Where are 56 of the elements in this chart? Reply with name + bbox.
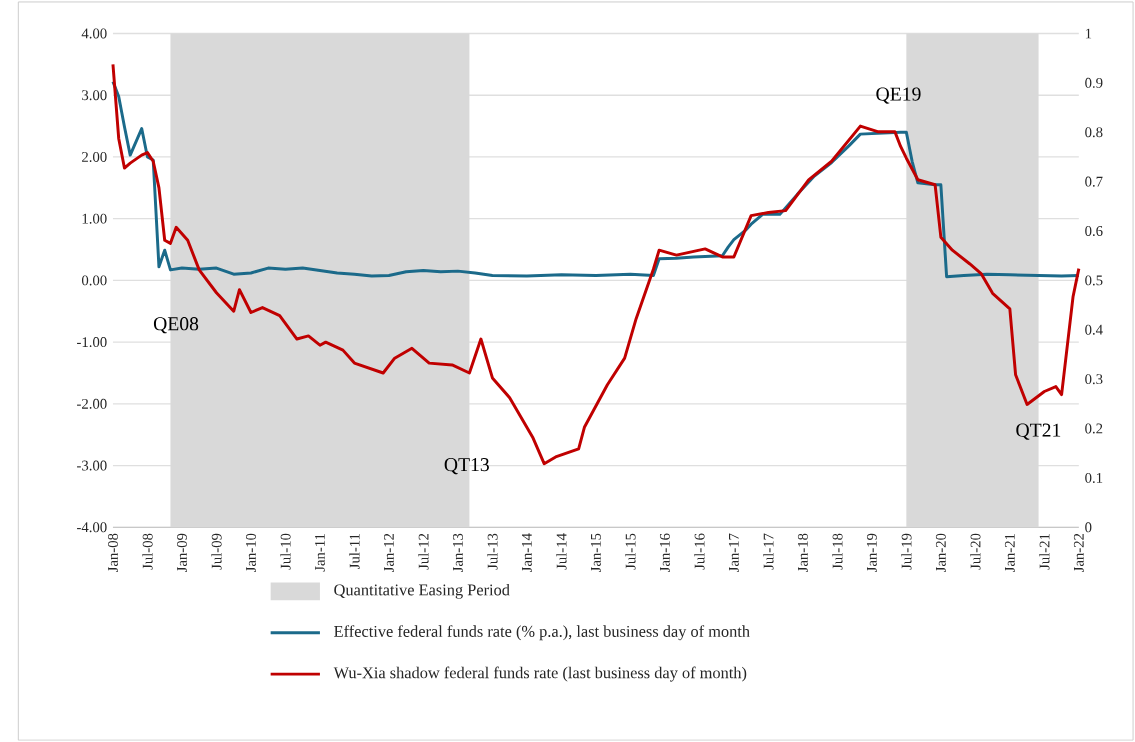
legend-label: Quantitative Easing Period [334, 583, 510, 599]
x-tick-label: Jul-12 [418, 533, 429, 570]
x-tick-label: Jul-20 [970, 533, 981, 570]
x-tick-label: Jul-18 [832, 533, 843, 570]
x-tick-label: Jul-15 [625, 533, 636, 570]
y2-tick-label: 0.8 [1085, 127, 1103, 138]
legend-label: Wu-Xia shadow federal funds rate (last business day of month) [333, 666, 747, 682]
y2-tick-label: 0.7 [1085, 176, 1103, 187]
x-tick-label: Jan-12 [383, 533, 394, 572]
y2-tick-label: 0.9 [1085, 77, 1103, 88]
x-tick-label: Jan-18 [797, 533, 808, 572]
x-tick-label: Jul-09 [211, 533, 222, 570]
x-tick-label: Jan-19 [866, 533, 877, 572]
x-tick-label: Jul-11 [349, 533, 360, 569]
y2-tick-label: 0.1 [1085, 472, 1103, 483]
y-tick-label: 4.00 [81, 28, 107, 39]
y2-tick-label: 0.2 [1085, 423, 1103, 434]
annotation: QT13 [444, 458, 489, 475]
legend-label: Effective federal funds rate (% p.a.), last business day of month [334, 625, 750, 641]
x-tick-label: Jul-17 [763, 533, 774, 570]
x-tick-label: Jul-16 [694, 533, 705, 570]
y2-tick-label: 0.5 [1085, 275, 1103, 286]
x-tick-label: Jan-22 [1073, 533, 1084, 572]
y2-tick-label: 0.3 [1085, 374, 1103, 385]
x-tick-label: Jan-14 [521, 533, 532, 572]
y-tick-label: -3.00 [77, 460, 107, 471]
x-tick-label: Jan-08 [107, 533, 118, 572]
x-tick-label: Jul-13 [487, 533, 498, 570]
x-tick-label: Jan-13 [452, 533, 463, 572]
annotation: QE19 [876, 87, 921, 104]
x-tick-label: Jan-11 [314, 533, 325, 572]
x-tick-label: Jan-17 [728, 533, 739, 572]
x-tick-label: Jan-09 [176, 533, 187, 572]
y-tick-label: 1.00 [82, 213, 107, 224]
annotation: QT21 [1016, 423, 1061, 440]
y-tick-label: -4.00 [77, 522, 107, 533]
y2-tick-label: 1 [1085, 28, 1092, 39]
x-tick-label: Jan-15 [590, 533, 601, 572]
x-tick-label: Jul-19 [901, 533, 912, 570]
annotation: QE08 [153, 317, 199, 334]
x-tick-label: Jul-10 [280, 533, 291, 570]
x-tick-label: Jul-14 [556, 533, 567, 570]
x-tick-label: Jul-21 [1039, 533, 1050, 570]
x-tick-label: Jan-20 [935, 533, 946, 572]
x-tick-label: Jan-16 [659, 533, 670, 572]
x-tick-label: Jul-08 [142, 533, 153, 570]
y-tick-label: 2.00 [82, 151, 107, 162]
y2-tick-label: 0 [1085, 522, 1092, 533]
y-tick-label: 3.00 [82, 90, 107, 101]
y2-tick-label: 0.6 [1085, 225, 1103, 236]
y-tick-label: 0.00 [81, 275, 107, 286]
y-tick-label: -1.00 [77, 337, 107, 348]
y2-tick-label: 0.4 [1085, 324, 1103, 335]
x-tick-label: Jan-10 [245, 533, 256, 572]
x-tick-label: Jan-21 [1004, 533, 1015, 572]
y-tick-label: -2.00 [77, 398, 107, 409]
